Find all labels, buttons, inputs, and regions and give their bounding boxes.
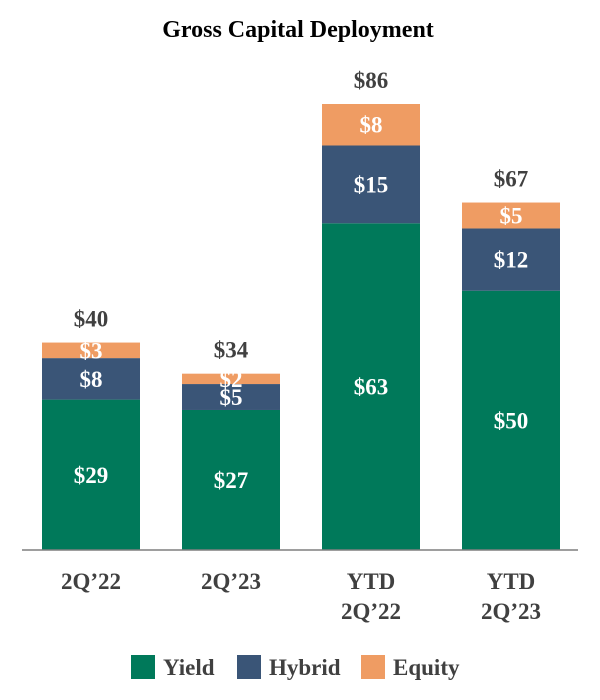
bar-hybrid-1 bbox=[182, 384, 280, 410]
x-tick-label-2: YTD 2Q’22 bbox=[341, 569, 401, 624]
bar-yield-1 bbox=[182, 409, 280, 550]
bar-equity-0 bbox=[42, 342, 140, 359]
bars-group: $29$8$3$40$27$5$2$34$63$15$8$86$50$12$5$… bbox=[42, 68, 560, 551]
chart-title: Gross Capital Deployment bbox=[162, 17, 434, 43]
total-label-0: $40 bbox=[74, 307, 109, 332]
data-label-equity-0: $3 bbox=[80, 338, 103, 363]
bar-hybrid-3 bbox=[462, 228, 560, 291]
legend-label-hybrid: Hybrid bbox=[269, 655, 341, 680]
data-label-yield-2: $63 bbox=[354, 375, 389, 400]
legend-swatch-equity bbox=[361, 655, 385, 679]
bar-yield-2 bbox=[322, 223, 420, 551]
x-tick-label-1: 2Q’23 bbox=[201, 569, 261, 594]
data-label-yield-3: $50 bbox=[494, 408, 529, 433]
legend-label-equity: Equity bbox=[393, 655, 460, 680]
total-label-2: $86 bbox=[354, 68, 389, 93]
data-label-equity-1: $2 bbox=[220, 367, 243, 392]
bar-yield-0 bbox=[42, 399, 140, 550]
total-label-1: $34 bbox=[214, 338, 249, 363]
data-label-equity-2: $8 bbox=[360, 113, 383, 138]
x-tick-label-3: YTD 2Q’23 bbox=[481, 569, 541, 624]
bar-yield-3 bbox=[462, 290, 560, 550]
bar-equity-1 bbox=[182, 373, 280, 385]
data-label-yield-1: $27 bbox=[214, 468, 249, 493]
x-tick-label-0: 2Q’22 bbox=[61, 569, 121, 594]
data-label-equity-3: $5 bbox=[500, 204, 523, 229]
legend: Yield Hybrid Equity bbox=[131, 655, 460, 680]
legend-swatch-yield bbox=[131, 655, 155, 679]
bar-equity-2 bbox=[322, 104, 420, 146]
data-label-hybrid-0: $8 bbox=[80, 367, 103, 392]
legend-label-yield: Yield bbox=[163, 655, 215, 680]
x-tick-labels: 2Q’22 2Q’23 YTD 2Q’22 YTD 2Q’23 bbox=[61, 569, 541, 624]
data-label-hybrid-3: $12 bbox=[494, 248, 529, 273]
bar-hybrid-0 bbox=[42, 358, 140, 400]
legend-swatch-hybrid bbox=[237, 655, 261, 679]
bar-equity-3 bbox=[462, 202, 560, 229]
bar-hybrid-2 bbox=[322, 145, 420, 224]
data-label-hybrid-2: $15 bbox=[354, 172, 389, 197]
total-label-3: $67 bbox=[494, 167, 529, 192]
data-label-hybrid-1: $5 bbox=[220, 385, 243, 410]
data-label-yield-0: $29 bbox=[74, 463, 109, 488]
